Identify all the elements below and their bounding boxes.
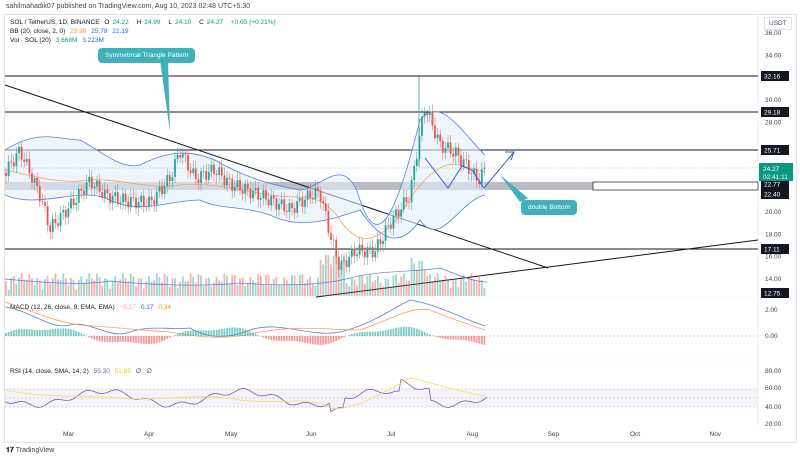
change-value: +0.05 (+0.21%): [230, 19, 276, 26]
rsi-legend[interactable]: RSI (14, close, SMA, 14, 2) 55.30 51.65 …: [10, 368, 152, 375]
level-tag: 17.11: [764, 247, 780, 254]
time-axis-may: May: [225, 431, 238, 438]
bb-legend[interactable]: BB (20, close, 2, 0) 23.99 25.78 22.19: [10, 28, 129, 35]
price-tick: 20.00: [765, 209, 782, 216]
horizontal-levels: [5, 75, 758, 250]
tv-logo-icon: 𝟏𝟕: [6, 447, 14, 454]
price-tick: 30.00: [765, 97, 782, 104]
price-tick: 14.00: [765, 276, 782, 283]
level-tag: 22.40: [764, 192, 781, 199]
price-tick: 28.00: [765, 120, 782, 127]
symbol-label[interactable]: SOL / TetherUS, 1D, BINANCE: [10, 19, 100, 26]
svg-text:24.27: 24.27: [763, 166, 780, 173]
level-tag: 29.18: [764, 110, 781, 117]
tradingview-logo[interactable]: 𝟏𝟕 TradingView: [6, 447, 55, 454]
level-tag: 22.77: [764, 182, 781, 189]
currency-label[interactable]: USDT: [764, 17, 792, 30]
open-value: 24.22: [112, 19, 129, 26]
volume-legend[interactable]: Vol · SOL (20) 3.668M 3.223M: [10, 37, 104, 44]
price-tick: 18.00: [765, 231, 782, 238]
time-axis-jun: Jun: [306, 431, 317, 438]
macd-legend[interactable]: MACD (12, 26, close, 9, EMA, EMA) −0.17 …: [10, 304, 171, 311]
arrow-head-icon: [505, 151, 515, 161]
close-value: 24.27: [206, 19, 224, 26]
triangle-callout-pointer: [160, 60, 170, 132]
svg-text:2.00: 2.00: [765, 307, 778, 314]
level-tag: 25.71: [764, 148, 781, 155]
svg-text:20.00: 20.00: [765, 421, 782, 428]
double-bottom-callout[interactable]: double Bottom: [521, 200, 577, 215]
high-value: 24.99: [144, 19, 161, 26]
time-axis-aug: Aug: [466, 431, 479, 438]
time-axis-jul: Jul: [387, 431, 396, 438]
published-info: sahilmahadik07 published on TradingView.…: [6, 3, 251, 10]
time-axis-sep: Sep: [547, 431, 560, 438]
triangle-pattern-callout[interactable]: Symmetrical Triangle Pattern: [98, 48, 196, 63]
price-tick: 16.00: [765, 254, 782, 261]
svg-text:02:41:11: 02:41:11: [763, 174, 788, 181]
low-value: 24.10: [174, 19, 192, 26]
svg-text:0.00: 0.00: [765, 333, 778, 340]
ascending-trendline: [315, 239, 759, 298]
svg-text:60.00: 60.00: [765, 385, 782, 392]
time-axis-mar: Mar: [63, 431, 75, 438]
price-tick: 34.00: [765, 52, 782, 59]
svg-text:40.00: 40.00: [765, 404, 782, 411]
time-axis-oct: Oct: [630, 431, 641, 438]
level-tag: 32.16: [764, 74, 781, 81]
chart-frame: [4, 14, 797, 443]
price-tick: 36.00: [765, 30, 782, 37]
time-axis-apr: Apr: [144, 431, 155, 438]
support-zone: [5, 182, 593, 190]
time-axis-nov: Nov: [709, 431, 722, 438]
svg-text:80.00: 80.00: [765, 368, 782, 375]
ohlc-legend: SOL / TetherUS, 1D, BINANCE O 24.22 H 24.9…: [10, 19, 276, 26]
descending-trendline: [4, 84, 549, 269]
level-tag: 12.75: [764, 291, 781, 298]
double-bottom-callout-pointer: [500, 175, 528, 202]
last-price-tag: [759, 163, 793, 181]
